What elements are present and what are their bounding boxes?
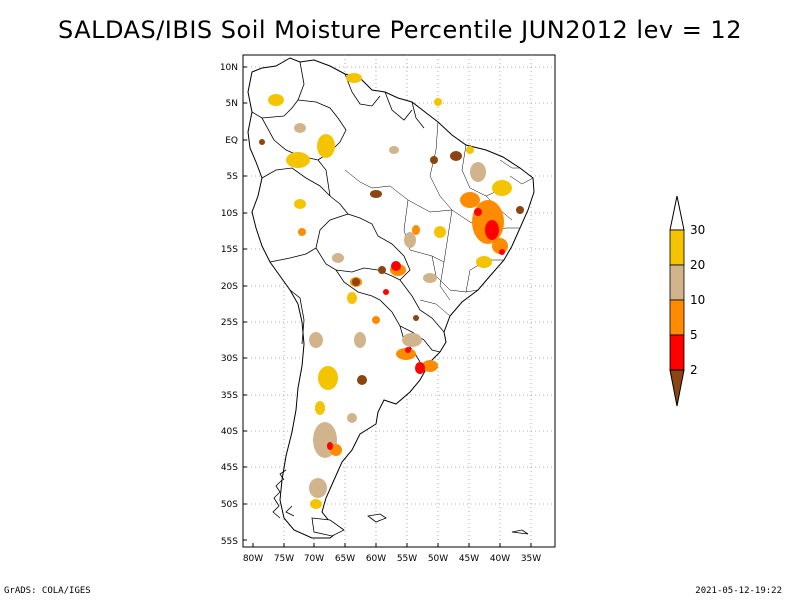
tierra-del-fuego: [311, 517, 345, 537]
lon-label: 80W: [243, 554, 263, 564]
lon-label: 65W: [335, 554, 355, 564]
south-america-outline: [247, 57, 535, 539]
legend-label: 10: [690, 293, 705, 307]
lat-label: 25S: [221, 318, 238, 328]
legend-swatch-20-30: [669, 229, 685, 266]
lat-label: 50S: [221, 500, 238, 510]
lat-label: 30S: [221, 354, 238, 364]
lon-label: 45W: [459, 554, 479, 564]
axis-ticks: [243, 66, 532, 547]
legend-swatch-5-10: [669, 299, 685, 336]
lat-label: 10S: [221, 209, 238, 219]
legend-swatch-above-30: [669, 195, 685, 231]
lon-label: 75W: [274, 554, 294, 564]
percentile-patches: [259, 73, 524, 509]
lon-label: 50W: [428, 554, 448, 564]
lat-label: EQ: [225, 136, 238, 146]
lat-label: 40S: [221, 427, 238, 437]
lat-label: 45S: [221, 463, 238, 473]
lat-label: 55S: [221, 537, 238, 547]
lon-label: 70W: [304, 554, 324, 564]
footer-timestamp: 2021-05-12-19:22: [695, 586, 782, 596]
latitude-labels: 10N 5N EQ 5S 10S 15S 20S 25S 30S 35S 40S…: [220, 63, 238, 547]
legend-swatch-2-5: [669, 334, 685, 371]
lon-label: 35W: [521, 554, 541, 564]
lat-label: 15S: [221, 245, 238, 255]
legend-label: 5: [690, 328, 698, 342]
color-bar: 30 20 10 5 2: [669, 195, 705, 407]
legend-labels: 30 20 10 5 2: [690, 223, 705, 377]
legend-label: 20: [690, 258, 705, 272]
lon-label: 60W: [366, 554, 386, 564]
legend-label: 2: [690, 363, 698, 377]
lon-label: 40W: [490, 554, 510, 564]
lat-label: 5S: [227, 172, 239, 182]
footer-credit: GrADS: COLA/IGES: [4, 586, 91, 596]
lat-label: 5N: [226, 99, 238, 109]
island-east: [511, 529, 529, 535]
legend-label: 30: [690, 223, 705, 237]
lat-label: 10N: [220, 63, 238, 73]
lon-label: 55W: [397, 554, 417, 564]
map-title: SALDAS/IBIS Soil Moisture Percentile JUN…: [58, 16, 742, 44]
longitude-labels: 80W 75W 70W 65W 60W 55W 50W 45W 40W 35W: [243, 554, 541, 564]
legend-swatch-10-20: [669, 264, 685, 301]
falkland-islands: [367, 513, 387, 523]
lat-label: 20S: [221, 282, 238, 292]
lat-label: 35S: [221, 391, 238, 401]
legend-swatch-below-2: [669, 369, 685, 407]
chilean-fjords: [272, 469, 295, 519]
